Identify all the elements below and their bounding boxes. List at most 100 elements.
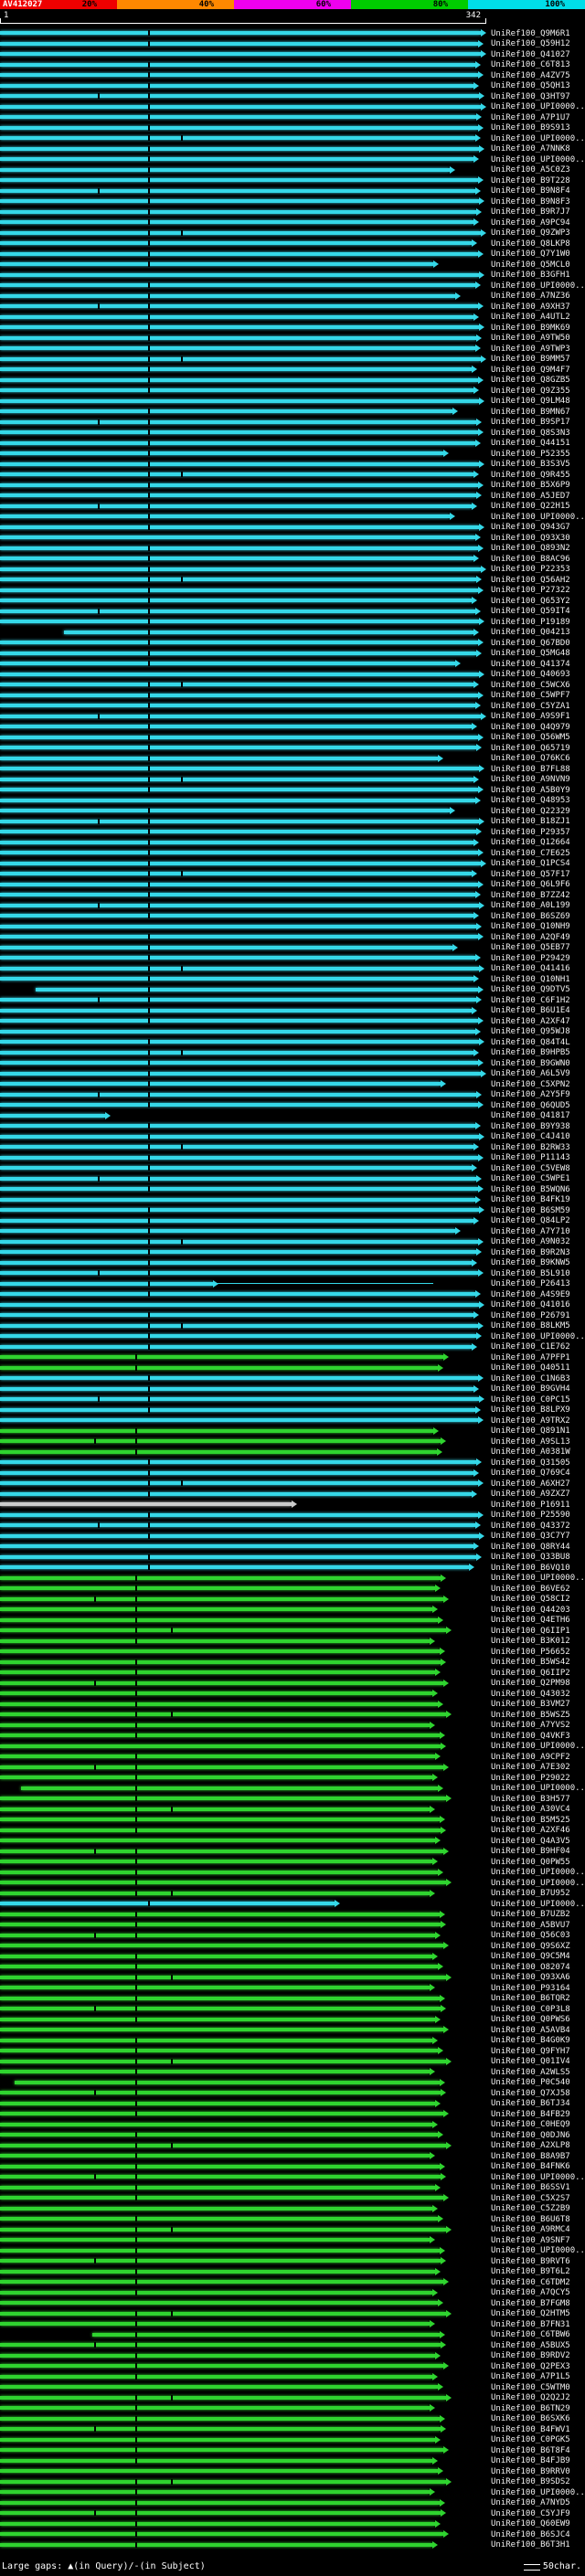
hit-label[interactable]: UniRef100_P52355 bbox=[491, 449, 570, 459]
hit-label[interactable]: UniRef100_Q65719 bbox=[491, 743, 570, 753]
alignment-bar[interactable] bbox=[0, 2542, 432, 2547]
alignment-bar[interactable] bbox=[0, 1271, 478, 1275]
alignment-bar[interactable] bbox=[0, 2280, 444, 2284]
hit-label[interactable]: UniRef100_A9SNF7 bbox=[491, 2235, 570, 2245]
alignment-bar[interactable] bbox=[0, 1565, 470, 1569]
alignment-bar[interactable] bbox=[0, 2101, 435, 2105]
alignment-bar[interactable] bbox=[0, 314, 473, 319]
hit-label[interactable]: UniRef100_Q9S6XZ bbox=[491, 1941, 570, 1951]
hit-label[interactable]: UniRef100_P25590 bbox=[491, 1511, 570, 1520]
hit-label[interactable]: UniRef100_C5X2S7 bbox=[491, 2193, 570, 2203]
alignment-bar[interactable] bbox=[0, 2395, 447, 2400]
alignment-bar[interactable] bbox=[0, 409, 452, 413]
hit-label[interactable]: UniRef100_Q41817 bbox=[491, 1111, 570, 1120]
alignment-bar[interactable] bbox=[0, 136, 475, 140]
alignment-bar[interactable] bbox=[0, 1797, 447, 1800]
alignment-bar[interactable] bbox=[0, 2196, 444, 2200]
hit-label[interactable]: UniRef100_B4G0K9 bbox=[491, 2036, 570, 2045]
alignment-bar[interactable] bbox=[0, 1470, 473, 1475]
alignment-bar[interactable] bbox=[0, 609, 475, 613]
alignment-bar[interactable] bbox=[0, 2238, 430, 2242]
hit-label[interactable]: UniRef100_UPI0000... bbox=[491, 1331, 585, 1341]
alignment-bar[interactable] bbox=[0, 1638, 430, 1643]
hit-label[interactable]: UniRef100_P27322 bbox=[491, 586, 570, 595]
alignment-bar[interactable] bbox=[0, 115, 477, 119]
alignment-bar[interactable] bbox=[0, 2406, 430, 2410]
alignment-bar[interactable] bbox=[0, 2532, 444, 2536]
hit-label[interactable]: UniRef100_A7E302 bbox=[491, 1763, 570, 1772]
hit-label[interactable]: UniRef100_Q2Q2J2 bbox=[491, 2393, 570, 2402]
hit-label[interactable]: UniRef100_B6TJ34 bbox=[491, 2099, 570, 2108]
alignment-bar[interactable] bbox=[0, 1902, 335, 1905]
alignment-bar[interactable] bbox=[0, 2479, 447, 2484]
alignment-bar[interactable] bbox=[0, 388, 473, 392]
alignment-bar[interactable] bbox=[0, 1670, 435, 1674]
hit-label[interactable]: UniRef100_UPI0000... bbox=[491, 1742, 585, 1751]
alignment-bar[interactable] bbox=[0, 472, 473, 476]
hit-label[interactable]: UniRef100_Q3C7Y7 bbox=[491, 1532, 570, 1541]
alignment-bar[interactable] bbox=[0, 251, 478, 256]
alignment-bar[interactable] bbox=[0, 1281, 214, 1286]
hit-label[interactable]: UniRef100_B3H577 bbox=[491, 1794, 570, 1804]
alignment-bar[interactable] bbox=[0, 482, 478, 487]
hit-label[interactable]: UniRef100_Q10NH9 bbox=[491, 922, 570, 931]
hit-label[interactable]: UniRef100_A4UTL2 bbox=[491, 313, 570, 322]
hit-label[interactable]: UniRef100_A9TW50 bbox=[491, 334, 570, 343]
hit-label[interactable]: UniRef100_Q2HTM5 bbox=[491, 2309, 570, 2318]
alignment-bar[interactable] bbox=[0, 683, 473, 686]
hit-label[interactable]: UniRef100_Q943G7 bbox=[491, 523, 570, 532]
hit-label[interactable]: UniRef100_Q6L9F6 bbox=[491, 880, 570, 889]
hit-label[interactable]: UniRef100_B5WSZ5 bbox=[491, 1710, 570, 1720]
alignment-bar[interactable] bbox=[0, 1418, 478, 1422]
hit-label[interactable]: UniRef100_Q8S3N3 bbox=[491, 428, 570, 438]
alignment-bar[interactable] bbox=[0, 567, 481, 571]
hit-label[interactable]: UniRef100_Q22H15 bbox=[491, 502, 570, 511]
hit-label[interactable]: UniRef100_A9TRX2 bbox=[491, 1415, 570, 1426]
hit-label[interactable]: UniRef100_Q0PWS6 bbox=[491, 2015, 570, 2024]
hit-label[interactable]: UniRef100_UPI0000... bbox=[491, 1878, 585, 1888]
hit-label[interactable]: UniRef100_B9N8F4 bbox=[491, 186, 570, 196]
alignment-bar[interactable] bbox=[0, 2028, 444, 2031]
alignment-bar[interactable] bbox=[0, 1292, 475, 1296]
alignment-bar[interactable] bbox=[0, 578, 477, 581]
alignment-bar[interactable] bbox=[0, 1744, 441, 1748]
hit-label[interactable]: UniRef100_A7NYD5 bbox=[491, 2498, 570, 2507]
alignment-bar[interactable] bbox=[0, 514, 450, 518]
hit-label[interactable]: UniRef100_B8LKM5 bbox=[491, 1321, 570, 1330]
hit-label[interactable]: UniRef100_A9CPF2 bbox=[491, 1752, 570, 1762]
hit-label[interactable]: UniRef100_Q40511 bbox=[491, 1363, 570, 1373]
hit-label[interactable]: UniRef100_Q57F17 bbox=[491, 869, 570, 879]
hit-label[interactable]: UniRef100_P19189 bbox=[491, 617, 570, 627]
alignment-bar[interactable] bbox=[0, 1302, 480, 1307]
hit-label[interactable]: UniRef100_B4FB29 bbox=[491, 2109, 570, 2119]
hit-label[interactable]: UniRef100_B9HF04 bbox=[491, 1847, 570, 1856]
alignment-bar[interactable] bbox=[0, 1523, 475, 1527]
alignment-bar[interactable] bbox=[0, 945, 452, 949]
hit-label[interactable]: UniRef100_B9MM57 bbox=[491, 355, 570, 364]
alignment-bar[interactable] bbox=[0, 1512, 478, 1517]
alignment-bar[interactable] bbox=[0, 1628, 447, 1632]
alignment-bar[interactable] bbox=[0, 798, 475, 802]
hit-label[interactable]: UniRef100_Q01IV4 bbox=[491, 2057, 570, 2066]
alignment-bar[interactable] bbox=[0, 914, 473, 917]
alignment-bar[interactable] bbox=[0, 377, 478, 382]
hit-label[interactable]: UniRef100_B6T3H1 bbox=[491, 2540, 570, 2549]
hit-label[interactable]: UniRef100_C5Z2B9 bbox=[491, 2204, 570, 2213]
alignment-bar[interactable] bbox=[0, 1449, 437, 1454]
hit-label[interactable]: UniRef100_B4FJB9 bbox=[491, 2456, 570, 2465]
alignment-bar[interactable] bbox=[0, 1765, 444, 1769]
alignment-bar[interactable] bbox=[0, 493, 477, 497]
hit-label[interactable]: UniRef100_UPI0000... bbox=[491, 1574, 585, 1583]
hit-label[interactable]: UniRef100_A7NZ36 bbox=[491, 292, 570, 301]
hit-label[interactable]: UniRef100_Q44203 bbox=[491, 1605, 570, 1615]
alignment-bar[interactable] bbox=[0, 1659, 441, 1664]
hit-label[interactable]: UniRef100_UPI0000... bbox=[491, 1868, 585, 1877]
alignment-bar[interactable] bbox=[0, 977, 473, 981]
alignment-bar[interactable] bbox=[0, 325, 480, 329]
alignment-bar[interactable] bbox=[0, 346, 475, 350]
hit-label[interactable]: UniRef100_B8AC96 bbox=[491, 554, 570, 564]
alignment-bar[interactable] bbox=[0, 756, 439, 760]
alignment-bar[interactable] bbox=[0, 641, 478, 644]
hit-label[interactable]: UniRef100_P22353 bbox=[491, 565, 570, 574]
alignment-bar[interactable] bbox=[0, 1586, 435, 1590]
